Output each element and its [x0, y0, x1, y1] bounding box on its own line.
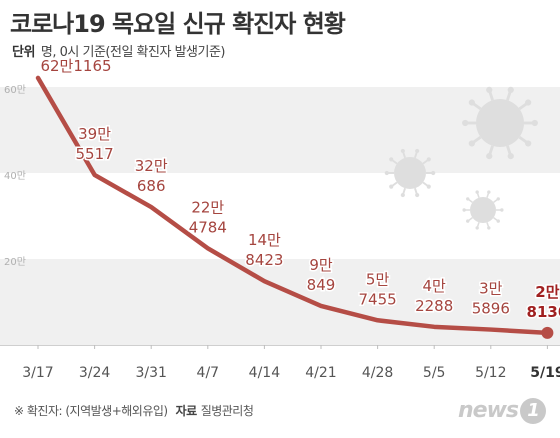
virus-spike-tip	[462, 208, 466, 212]
data-label: 686	[137, 177, 166, 195]
virus-spike-tip	[466, 219, 470, 223]
virus-spike-tip	[415, 192, 420, 198]
virus-spike-tip	[384, 170, 389, 176]
chart-title: 코로나19 목요일 신규 확진자 현황	[10, 10, 346, 38]
y-tick-label: 40만	[4, 170, 26, 182]
virus-icon	[462, 190, 504, 230]
y-tick-label: 60만	[4, 84, 26, 96]
virus-spike-tip	[468, 99, 475, 106]
last-point-marker	[541, 326, 554, 339]
virus-spike-tip	[431, 170, 436, 176]
virus-spike-tip	[486, 86, 493, 94]
source-value: 질병관리청	[200, 404, 254, 418]
logo-text: news	[457, 398, 519, 423]
virus-spike-tip	[389, 184, 394, 189]
data-label: 62만1165	[40, 57, 111, 75]
virus-spike-tip	[475, 226, 479, 230]
footnote: ※ 확진자: (지역발생+해외유입) 자료 질병관리청	[14, 402, 254, 419]
virus-spike-tip	[426, 184, 431, 189]
virus-spike-tip	[415, 148, 420, 154]
virus-spike-tip	[525, 99, 532, 106]
background-band	[0, 259, 560, 345]
virus-spike-tip	[507, 86, 514, 94]
background-band	[0, 87, 560, 173]
series-line-path	[35, 75, 550, 336]
data-label: 5896	[472, 300, 510, 318]
unit-label: 단위	[12, 45, 35, 60]
data-label: 39만	[78, 125, 111, 143]
virus-spike-tip	[400, 148, 405, 154]
virus-spike-tip	[496, 219, 500, 223]
virus-spike-tip	[462, 119, 469, 127]
virus-body	[476, 99, 524, 147]
x-tick-label: 3/31	[135, 365, 166, 381]
footnote-note: ※ 확진자: (지역발생+해외유입)	[14, 404, 168, 418]
news1-logo: news 1	[458, 398, 546, 424]
x-tick-label: 3/17	[22, 365, 53, 381]
x-tick-label: 5/5	[423, 365, 446, 381]
virus-spike-tip	[507, 152, 514, 160]
data-label: 2288	[415, 297, 453, 315]
x-tick-label: 4/28	[362, 365, 393, 381]
virus-spike-tip	[487, 190, 491, 194]
virus-body	[394, 157, 426, 189]
unit-text: 명, 0시 기준(전일 확진자 발생기준)	[40, 45, 226, 60]
logo-mark: 1	[520, 398, 546, 424]
virus-spike-tip	[389, 157, 394, 162]
virus-spike-tip	[531, 119, 538, 127]
data-label: 7455	[359, 290, 397, 308]
data-label: 32만	[135, 157, 168, 175]
virus-spike-tip	[496, 197, 500, 201]
x-tick-label: 4/21	[305, 365, 336, 381]
data-label: 849	[307, 276, 336, 294]
x-tick-label: 5/19	[530, 365, 560, 381]
virus-spike-tip	[468, 140, 475, 147]
y-axis-ticks: 20만 40만 60만	[4, 84, 26, 268]
data-label: 5만	[366, 270, 390, 288]
virus-icon	[462, 86, 538, 160]
data-labels: 62만1165 39만 5517 32만 686 22만 4784 14만 8423 9만 849 5…	[39, 55, 560, 322]
data-label: 3만	[479, 280, 503, 298]
background-bands	[0, 87, 560, 346]
virus-body	[470, 197, 496, 223]
data-label: 2만	[535, 283, 559, 301]
data-label: 4만	[423, 277, 447, 295]
x-tick-label: 3/24	[79, 365, 111, 381]
x-tick-label: 4/14	[249, 365, 281, 381]
virus-spike-tip	[487, 226, 491, 230]
x-tick-label: 4/7	[197, 365, 220, 381]
x-axis: 3/17 3/24 3/31 4/7 4/14 4/21 4/28 5/5 5/12 5/19	[22, 345, 560, 381]
virus-spike-tip	[475, 190, 479, 194]
source-label: 자료	[175, 404, 198, 418]
x-tick-label: 5/12	[475, 365, 506, 381]
data-label: 5517	[76, 145, 114, 163]
series-line	[35, 75, 554, 339]
data-label: 14만	[248, 231, 281, 249]
data-label: 9만	[309, 256, 333, 274]
virus-spike-tip	[525, 140, 532, 147]
virus-spike-tip	[466, 197, 470, 201]
data-label: 8130	[527, 303, 560, 321]
data-label: 8423	[245, 251, 283, 269]
virus-spike-tip	[500, 208, 504, 212]
virus-spike-tip	[426, 157, 431, 162]
virus-spike-tip	[400, 192, 405, 198]
virus-decorations	[384, 86, 538, 230]
y-tick-label: 20만	[4, 256, 26, 268]
virus-icon	[384, 148, 436, 198]
unit-note: 단위 명, 0시 기준(전일 확진자 발생기준)	[12, 41, 225, 60]
virus-spike-tip	[486, 152, 493, 160]
data-label: 22만	[191, 198, 224, 216]
data-label: 4784	[189, 218, 227, 236]
